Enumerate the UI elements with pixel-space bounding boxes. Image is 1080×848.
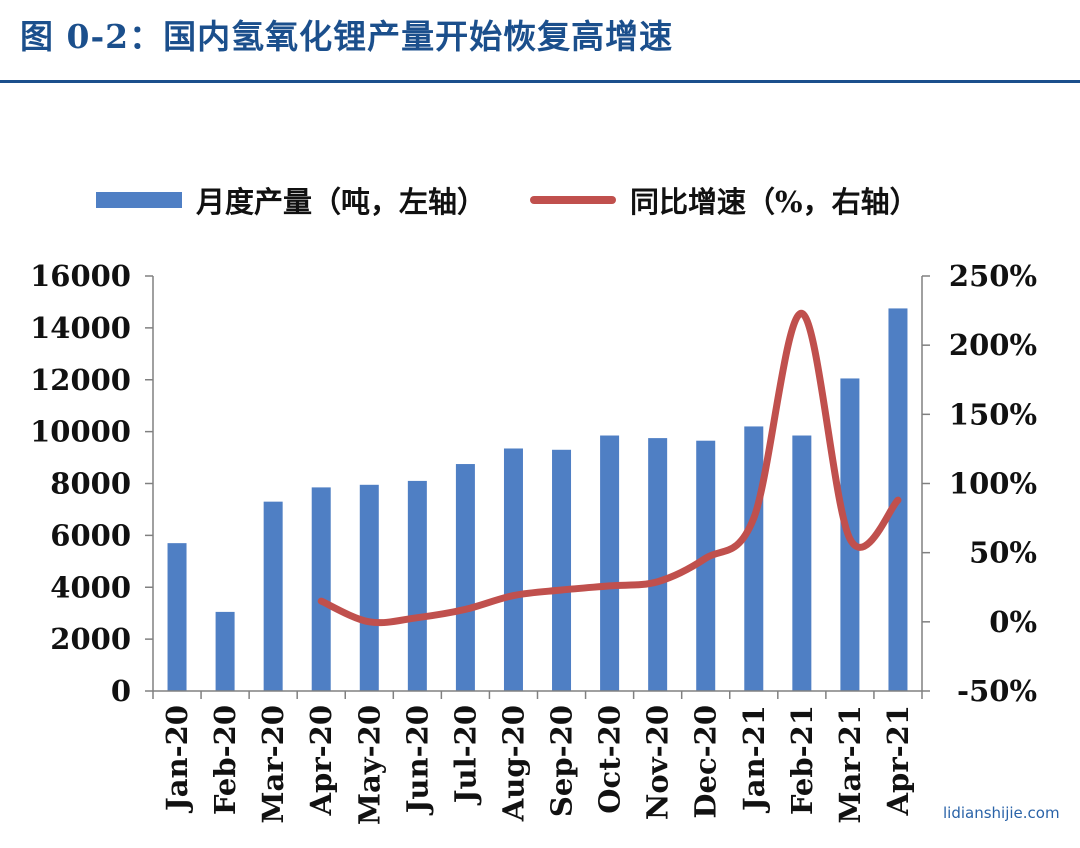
x-axis-tick-label: Oct-20 <box>593 705 627 814</box>
legend-swatch-line <box>530 196 617 204</box>
bar <box>407 480 427 691</box>
x-axis-tick-label: Apr-21 <box>881 705 915 816</box>
x-axis-tick-label: Dec-20 <box>689 705 723 819</box>
left-axis-tick-label: 8000 <box>50 467 131 501</box>
x-axis-tick-label: Jan-20 <box>160 705 194 814</box>
bar <box>215 611 235 691</box>
left-axis-tick-label: 6000 <box>50 518 131 552</box>
x-axis-tick-label: Feb-20 <box>208 705 242 815</box>
bar <box>696 440 716 691</box>
bar <box>167 543 187 691</box>
x-axis-tick-label: Jul-20 <box>448 705 482 806</box>
right-axis-tick-label: 250% <box>949 259 1037 293</box>
watermark: lidianshijie.com <box>943 804 1060 822</box>
left-axis-tick-label: 10000 <box>30 415 131 449</box>
legend-item-line: 同比增速（%，右轴） <box>486 179 919 221</box>
bar <box>311 487 331 691</box>
growth-line <box>317 309 902 627</box>
bar <box>503 448 523 691</box>
bar <box>792 435 812 691</box>
x-axis-tick-label: Sep-20 <box>545 705 579 817</box>
bar <box>552 449 572 691</box>
legend-label-bars: 月度产量（吨，左轴） <box>196 185 487 219</box>
left-axis-tick-label: 14000 <box>30 311 131 345</box>
right-axis-tick-label: 200% <box>949 328 1037 362</box>
bar <box>263 501 283 691</box>
x-axis-tick-label: May-20 <box>352 705 386 825</box>
x-axis-tick-label: Apr-20 <box>304 705 338 816</box>
x-axis-tick-label: Jan-21 <box>737 705 771 814</box>
legend-swatch-bar <box>96 192 182 208</box>
right-axis-tick-label: 100% <box>949 467 1037 501</box>
left-axis-tick-label: 2000 <box>50 622 131 656</box>
right-axis-tick-label: 150% <box>949 397 1037 431</box>
right-axis-tick-label: 0% <box>989 605 1037 639</box>
right-axis-tick-label: 50% <box>969 536 1037 570</box>
x-axis-tick-label: Nov-20 <box>641 705 675 820</box>
left-axis-tick-label: 16000 <box>30 259 131 293</box>
left-axis-tick-label: 12000 <box>30 363 131 397</box>
bar <box>455 464 475 691</box>
legend-label-line: 同比增速（%，右轴） <box>630 185 919 219</box>
bar <box>744 426 764 691</box>
x-axis-tick-label: Feb-21 <box>785 705 819 815</box>
left-axis-tick-label: 4000 <box>50 570 131 604</box>
bar <box>600 435 620 691</box>
left-axis-tick-label: 0 <box>111 674 131 708</box>
legend-item-bars: 月度产量（吨，左轴） <box>96 179 486 221</box>
x-axis-tick-label: Aug-20 <box>496 705 530 822</box>
chart-legend: 月度产量（吨，左轴） 同比增速（%，右轴） <box>96 178 919 222</box>
title-divider <box>0 80 1080 83</box>
right-axis-tick-label: -50% <box>957 674 1037 708</box>
bar <box>648 438 668 691</box>
chart-title: 图 0-2：国内氢氧化锂产量开始恢复高增速 <box>20 17 674 56</box>
x-axis-tick-label: Mar-21 <box>833 705 867 824</box>
x-axis-tick-label: Mar-20 <box>256 705 290 824</box>
bar <box>359 484 379 691</box>
x-axis-tick-label: Jun-20 <box>400 705 434 816</box>
